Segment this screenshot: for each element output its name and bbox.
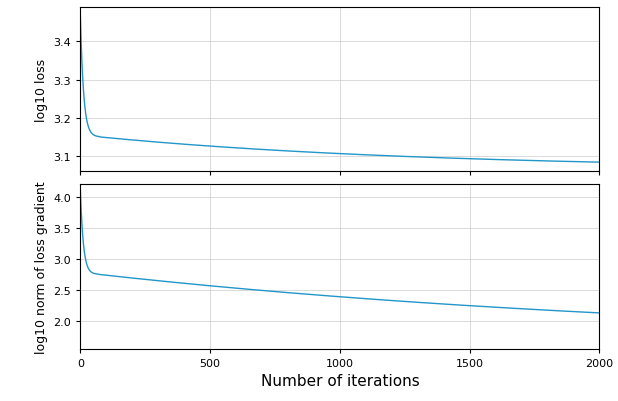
X-axis label: Number of iterations: Number of iterations (261, 373, 419, 388)
Y-axis label: log10 loss: log10 loss (35, 59, 48, 122)
Y-axis label: log10 norm of loss gradient: log10 norm of loss gradient (35, 181, 48, 353)
